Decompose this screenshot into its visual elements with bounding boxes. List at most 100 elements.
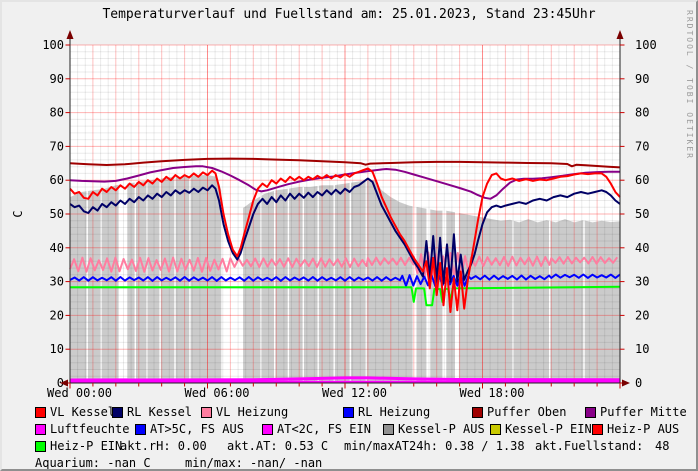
legend-label: VL Heizung <box>216 405 289 419</box>
y-tick-label-left: 10 <box>50 342 64 356</box>
legend-swatch <box>201 407 212 418</box>
y-tick-label-right: 60 <box>635 173 649 187</box>
area-gap <box>159 45 161 383</box>
legend-label: Aquarium: -nan C <box>35 456 151 470</box>
chart-canvas: 0010102020303040405050606070708080909010… <box>11 30 657 400</box>
area-gap <box>455 45 459 383</box>
legend-label: 48 <box>655 439 670 453</box>
legend-item: Puffer Mitte <box>585 406 687 419</box>
legend-label: Heiz-P AUS <box>607 422 680 436</box>
legend-item: VL Heizung <box>201 406 288 419</box>
legend-label: akt.AT: 0.53 C <box>227 439 329 453</box>
legend-label: Kessel-P AUS <box>398 422 485 436</box>
legend-label: Heiz-P EIN <box>50 439 123 453</box>
y-tick-label-left: 20 <box>50 308 64 322</box>
area-gap <box>349 45 351 383</box>
legend-item: Kessel-P AUS <box>383 423 485 436</box>
area-gap <box>365 45 367 383</box>
area-gap <box>100 45 102 383</box>
y-tick-label-right: 80 <box>635 106 649 120</box>
legend-swatch <box>35 424 46 435</box>
legend-swatch <box>343 407 354 418</box>
y-tick-label-right: 90 <box>635 72 649 86</box>
legend-label: Puffer Oben <box>487 405 567 419</box>
legend-label: Kessel-P EIN <box>505 422 592 436</box>
legend-label: akt.rH: 0.00 <box>120 439 207 453</box>
x-tick-label: Wed 18:00 <box>460 386 525 400</box>
area-gap <box>426 45 431 383</box>
legend-item: RL Heizung <box>343 406 430 419</box>
legend-item: akt.AT: 0.53 C <box>227 440 328 453</box>
legend-item: Kessel-P EIN <box>490 423 592 436</box>
y-tick-label-left: 90 <box>50 72 64 86</box>
series-vl-heizung <box>69 251 619 278</box>
y-tick-label-right: 50 <box>635 207 649 221</box>
legend-label: min/max: -nan/ -nan <box>185 456 323 470</box>
legend-swatch <box>35 407 46 418</box>
legend-swatch <box>472 407 483 418</box>
y-axis-arrow-left <box>66 30 74 39</box>
area-gap <box>86 45 88 383</box>
series-rl-kessel <box>69 177 621 285</box>
area-gap <box>134 45 136 383</box>
y-tick-label-left: 70 <box>50 139 64 153</box>
legend-swatch <box>35 441 46 452</box>
x-axis-arrow-left <box>60 379 68 387</box>
legend-swatch <box>490 424 501 435</box>
legend-item: akt.rH: 0.00 <box>120 440 207 453</box>
legend-label: RL Heizung <box>358 405 431 419</box>
area-gap <box>274 45 276 383</box>
legend-label: Puffer Mitte <box>600 405 687 419</box>
area-gap <box>317 45 319 383</box>
area-gap <box>146 45 148 383</box>
y-tick-label-left: 80 <box>50 106 64 120</box>
area-gap <box>260 45 262 383</box>
legend-item: VL Kessel <box>35 406 115 419</box>
legend-item: AT>5C, FS AUS <box>135 423 244 436</box>
x-tick-label: Wed 12:00 <box>322 386 387 400</box>
legend-swatch <box>592 424 603 435</box>
legend-label: RL Kessel <box>127 405 193 419</box>
legend-item: Heiz-P EIN <box>35 440 122 453</box>
legend-item: min/max: -nan/ -nan <box>185 457 322 470</box>
legend-swatch <box>135 424 146 435</box>
y-tick-label-right: 0 <box>635 376 642 390</box>
x-tick-label: Wed 00:00 <box>47 386 112 400</box>
x-axis-arrow-right <box>622 379 630 387</box>
area-gap <box>221 45 244 383</box>
legend-item: AT<2C, FS EIN <box>262 423 371 436</box>
legend-label: min/maxAT24h: 0.38 / 1.38 <box>344 439 525 453</box>
y-tick-label-left: 60 <box>50 173 64 187</box>
legend-label: VL Kessel <box>50 405 116 419</box>
legend-item: 48 <box>655 440 669 453</box>
series-vl-kessel <box>69 167 621 313</box>
y-tick-label-left: 50 <box>50 207 64 221</box>
y-tick-label-right: 40 <box>635 241 649 255</box>
y-tick-label-right: 20 <box>635 308 649 322</box>
area-gap <box>412 45 417 383</box>
x-tick-label: Wed 06:00 <box>185 386 250 400</box>
y-tick-label-right: 100 <box>635 38 657 52</box>
y-tick-label-left: 40 <box>50 241 64 255</box>
area-gap <box>287 45 290 383</box>
legend-item: RL Kessel <box>112 406 192 419</box>
area-gap <box>549 45 551 383</box>
area-gap <box>583 45 585 383</box>
y-tick-label-right: 10 <box>635 342 649 356</box>
rrdtool-watermark: RRDTOOL / TOBI OETIKER <box>685 10 694 160</box>
legend-swatch <box>383 424 394 435</box>
series-at-2c-fs-ein <box>69 376 621 382</box>
legend-swatch <box>585 407 596 418</box>
y-tick-label-right: 30 <box>635 275 649 289</box>
area-gap <box>442 45 447 383</box>
y-tick-label-left: 30 <box>50 275 64 289</box>
y-axis-arrow-right <box>616 30 624 39</box>
chart-title: Temperaturverlauf und Fuellstand am: 25.… <box>102 7 596 22</box>
area-gap <box>118 45 128 383</box>
area-gap <box>512 45 514 383</box>
legend-item: Aquarium: -nan C <box>35 457 151 470</box>
area-gap <box>174 45 176 383</box>
legend-item: Puffer Oben <box>472 406 566 419</box>
legend-swatch <box>112 407 123 418</box>
